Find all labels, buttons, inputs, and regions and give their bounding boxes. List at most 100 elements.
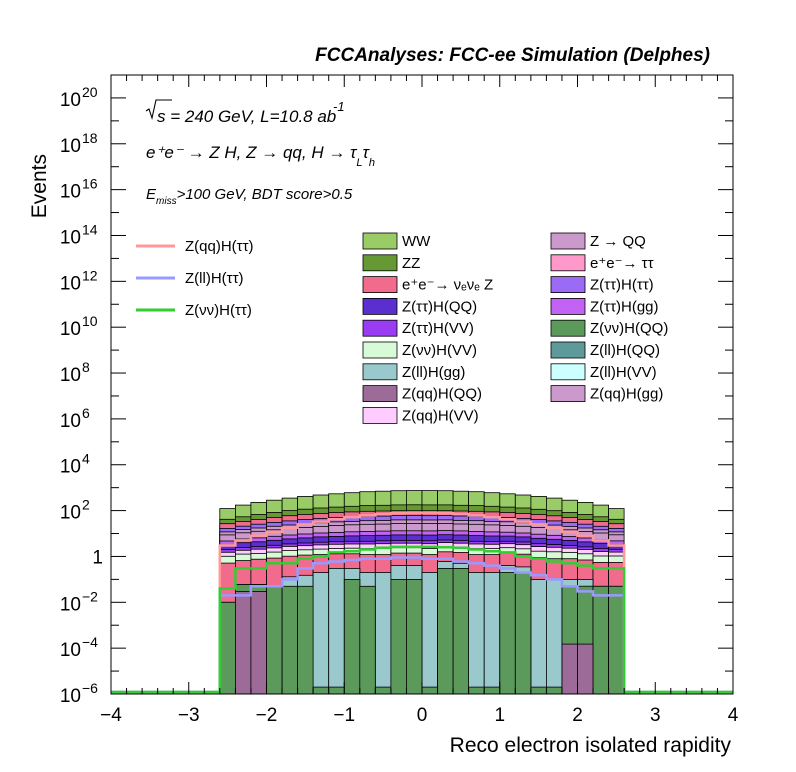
bar-zvv_hqq-3 [266,585,283,695]
y-tick-exponent: −4 [82,634,98,650]
bar-zll_hgg-6 [312,572,330,695]
selection-text: Emiss>100 GeV, BDT score>0.5 [146,186,353,207]
process-sub1: L [356,157,362,169]
bar-zvv_hqq-6 [312,686,330,695]
y-tick-label: 10 [60,411,81,432]
legend-stack-label: Z(qq)H(gg) [590,386,663,403]
bar-zll_hgg-13 [421,572,439,695]
y-tick-label: 10 [60,640,81,661]
bar-zvv_hqq-10 [374,686,392,695]
selection-sub: miss [156,196,177,207]
legend-stack-swatch [362,341,398,359]
y-tick-exponent: 18 [82,130,98,146]
legend-stack-swatch [550,319,586,337]
x-tick-label: −2 [256,705,278,726]
y-tick-label: 10 [60,319,81,340]
legend-stack-swatch [362,297,398,315]
legend-stack-swatch [362,385,398,403]
selection-E: E [146,186,157,203]
bar-zvv_hqq-16 [468,686,485,695]
bar-zvv_hqq-14 [437,568,454,695]
y-tick-exponent: 16 [82,176,98,192]
legend-stack-swatch [550,341,586,359]
bar-zqq_hqq-2 [250,591,267,695]
curve-zvv_htt [111,545,733,694]
legend-stack-label: Z → QQ [590,233,646,250]
energy-lumi-text: = 240 GeV, L=10.8 ab [166,107,337,126]
y-tick-label: 1 [92,547,103,568]
bar-zvv_hqq-25 [608,585,625,695]
y-tick-label: 10 [60,686,81,707]
x-tick-label: 1 [494,705,505,726]
plot-header: FCCAnalyses: FCC-ee Simulation (Delphes) [315,45,710,66]
bar-zll_hgg-7 [328,568,345,695]
bar-zvv_hqq-24 [592,585,610,695]
y-tick-label: 10 [60,594,81,615]
legend-stack-label: Z(qq)H(QQ) [402,386,482,403]
selection-cut: >100 GeV, BDT score>0.5 [177,186,353,203]
legend-stack-label: e⁺e⁻→ νₑνₑ Z [402,277,493,294]
y-tick-label: 10 [60,457,81,478]
lumi-exponent: -1 [333,99,345,114]
legend-stack-label: Z(νν)H(QQ) [590,320,668,337]
bar-zvv_hqq-19 [514,572,532,695]
legend-stack-label: Z(qq)H(VV) [402,407,479,424]
legend: Z(qq)H(ττ) Z(ll)H(ττ) Z(νν)H(ττ) WW Z → QQ ZZ… [136,232,668,424]
legend-stack-label: Z(ττ)H(VV) [402,320,474,337]
bar-zvv_hqq-20 [530,686,547,695]
legend-stack-swatch [362,406,398,424]
bar-zvv_hqq-18 [499,572,516,695]
legend-stack-label: ZZ [402,255,420,272]
y-tick-exponent: 10 [82,313,98,329]
legend-stack-swatch [362,319,398,337]
y-tick-exponent: 2 [82,497,90,513]
legend-stack-label: WW [402,233,431,250]
curve-zll_htt [111,556,733,694]
bar-zll_hgg-10 [374,572,392,695]
y-tick-exponent: 4 [82,451,90,467]
y-tick-exponent: 6 [82,405,90,421]
bar-zqq_hqq-1 [234,591,252,695]
process-main: e⁺e⁻ → Z H, Z → qq, H → τ [146,143,358,162]
bar-zvv_hqq-12 [405,579,423,695]
bar-zll_hgg-16 [468,572,485,695]
y-tick-label: 10 [60,503,81,524]
legend-stack-label: Z(ττ)H(ττ) [590,277,654,294]
legend-stack-label: e⁺e⁻→ ττ [590,255,654,272]
x-axis-title: Reco electron isolated rapidity [450,734,732,757]
bar-zvv_hqq-8 [343,579,361,695]
bar-zll_hgg-17 [483,572,501,695]
process-text: e⁺e⁻ → Z H, Z → qq, H → τLτh [146,143,375,169]
legend-stack-label: Z(ττ)H(QQ) [402,298,477,315]
y-axis-title: Events [28,154,51,218]
legend-stack-swatch [550,276,586,294]
bar-zvv_hqq-4 [281,585,299,695]
bar-zvv_hqq-21 [546,686,563,695]
x-tick-label: 4 [728,705,739,726]
process-sub2: h [369,157,375,169]
bar-zvv_hqq-5 [297,585,314,695]
process-tau2: τ [363,143,371,162]
y-tick-label: 10 [60,182,81,203]
legend-stack-swatch [550,363,586,381]
annotation-block: s = 240 GeV, L=10.8 ab -1 e⁺e⁻ → Z H, Z … [145,99,375,207]
bar-zvv_hqq-15 [452,568,470,695]
legend-stack-swatch [362,363,398,381]
bar-zll_hgg-20 [530,579,547,695]
x-tick-label: −1 [333,705,355,726]
bar-zqq_hqq-22 [561,643,578,695]
bar-zvv_hqq-11 [390,579,407,695]
legend-stack-swatch [550,385,586,403]
y-tick-exponent: 20 [82,84,98,100]
legend-stack-swatch [550,254,586,272]
bar-zll_hgg-21 [546,579,563,695]
y-tick-exponent: 8 [82,359,90,375]
legend-stack-label: Z(ll)H(QQ) [590,342,660,359]
x-tick-label: 3 [650,705,661,726]
bar-zqq_hqq-23 [577,643,594,695]
bar-zvv_hqq-0 [219,601,236,695]
x-tick-label: 0 [417,705,428,726]
y-tick-label: 10 [60,136,81,157]
stacked-histogram [219,490,625,695]
